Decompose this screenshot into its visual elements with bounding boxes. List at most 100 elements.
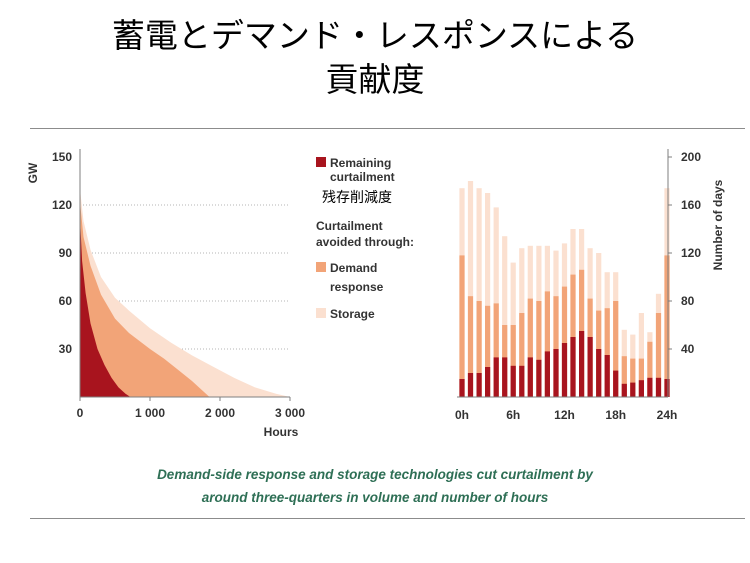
legend-label-demand: Demand response xyxy=(330,261,384,294)
left-x-tick-label: 3 000 xyxy=(275,406,305,420)
bar-demand-response xyxy=(621,356,627,397)
legend-label-remaining-ja: 残存削減度 xyxy=(322,189,392,206)
bar-remaining-curtailment xyxy=(536,359,542,397)
bar-demand-response xyxy=(647,341,653,397)
bar-demand-response xyxy=(604,308,610,397)
left-x-tick-label: 2 000 xyxy=(205,406,235,420)
right-axes: 40 80 120 160 200 0h 6h 12h 18h 24h xyxy=(455,149,701,422)
bar-demand-response xyxy=(493,303,499,397)
bar-remaining-curtailment xyxy=(621,383,627,397)
bar-demand-response xyxy=(467,296,474,397)
left-area-chart xyxy=(80,189,290,397)
left-y-tick-label: 90 xyxy=(59,246,73,260)
bar-remaining-curtailment xyxy=(510,365,516,397)
bar-remaining-curtailment xyxy=(519,365,525,397)
bar-demand-response xyxy=(459,255,465,397)
caption-line-2: around three-quarters in volume and numb… xyxy=(201,490,549,505)
right-y-axis-label: Number of days xyxy=(711,179,725,270)
bar-demand-response xyxy=(553,296,559,397)
right-x-tick-label: 24h xyxy=(657,408,678,422)
bar-demand-response xyxy=(570,274,576,397)
bar-remaining-curtailment xyxy=(604,355,610,397)
left-x-axis-label: Hours xyxy=(264,425,299,439)
bar-storage xyxy=(493,207,499,397)
page-title: 蓄電とデマンド・レスポンスによる 貢献度 xyxy=(0,14,750,102)
bar-demand-response xyxy=(510,325,516,397)
legend-swatch-remaining xyxy=(316,157,326,167)
chart-panel: 30 60 90 120 150 0 1 000 2 000 3 000 GW Hours Re… xyxy=(26,149,725,439)
bar-remaining-curtailment xyxy=(502,357,508,397)
bar-demand-response xyxy=(630,358,636,397)
bar-remaining-curtailment xyxy=(527,357,533,397)
bar-remaining-curtailment xyxy=(459,379,465,397)
left-x-tick-label: 1 000 xyxy=(135,406,165,420)
left-y-tick-label: 30 xyxy=(59,342,73,356)
bar-demand-response xyxy=(519,313,525,397)
bar-remaining-curtailment xyxy=(587,337,593,397)
caption-line-1: Demand-side response and storage technol… xyxy=(157,467,593,482)
legend-heading: Curtailment avoided through: xyxy=(316,219,414,249)
bar-storage xyxy=(638,313,644,397)
chart-caption: Demand-side response and storage technol… xyxy=(70,463,680,509)
bar-demand-response xyxy=(638,358,644,397)
right-x-tick-label: 12h xyxy=(554,408,575,422)
bar-remaining-curtailment xyxy=(485,367,491,397)
bar-remaining-curtailment xyxy=(467,373,474,397)
left-x-tick-label: 0 xyxy=(77,406,84,420)
right-y-tick-label: 200 xyxy=(681,150,701,164)
legend-ja-backdrop xyxy=(320,187,417,205)
area-remaining-curtailment xyxy=(80,217,131,397)
bar-demand-response xyxy=(536,301,542,397)
legend-swatch-storage xyxy=(316,308,326,318)
legend-label-storage: Storage xyxy=(330,307,375,321)
bar-remaining-curtailment xyxy=(476,373,482,397)
right-y-tick-label: 160 xyxy=(681,198,701,212)
bar-remaining-curtailment xyxy=(664,379,670,397)
bar-demand-response xyxy=(613,301,619,397)
left-gridlines xyxy=(80,204,290,350)
left-y-axis-label: GW xyxy=(26,162,40,183)
bar-remaining-curtailment xyxy=(570,337,576,397)
bar-demand-response xyxy=(664,255,670,397)
bar-storage xyxy=(485,193,491,397)
bar-remaining-curtailment xyxy=(553,349,559,397)
right-x-tick-label: 6h xyxy=(506,408,520,422)
bar-storage xyxy=(502,236,508,397)
left-axes: 30 60 90 120 150 0 1 000 2 000 3 000 xyxy=(52,149,305,420)
bar-storage xyxy=(476,188,482,397)
bar-remaining-curtailment xyxy=(493,357,499,397)
bar-remaining-curtailment xyxy=(638,380,644,397)
bar-remaining-curtailment xyxy=(647,377,653,397)
right-y-tick-label: 80 xyxy=(681,294,695,308)
bar-remaining-curtailment xyxy=(561,343,568,397)
legend-label-remaining: Remaining curtailment xyxy=(330,156,395,184)
bar-demand-response xyxy=(561,286,568,397)
top-divider xyxy=(30,128,745,129)
bar-remaining-curtailment xyxy=(613,370,619,397)
right-y-tick-label: 40 xyxy=(681,342,695,356)
legend: Remaining curtailment 残存削減度 Curtailment … xyxy=(316,156,417,321)
bar-demand-response xyxy=(655,313,662,397)
bar-demand-response xyxy=(544,291,550,397)
left-y-tick-label: 120 xyxy=(52,198,72,212)
right-bar-chart xyxy=(459,181,670,397)
left-y-tick-label: 60 xyxy=(59,294,73,308)
title-line-1: 蓄電とデマンド・レスポンスによる xyxy=(111,16,639,55)
bottom-divider xyxy=(30,518,745,519)
bar-remaining-curtailment xyxy=(544,351,550,397)
bar-remaining-curtailment xyxy=(655,377,662,397)
bar-remaining-curtailment xyxy=(579,331,585,397)
right-y-tick-label: 120 xyxy=(681,246,701,260)
title-line-2: 貢献度 xyxy=(325,60,425,99)
left-y-tick-label: 150 xyxy=(52,150,72,164)
bar-remaining-curtailment xyxy=(596,349,602,397)
right-x-tick-label: 18h xyxy=(605,408,626,422)
right-x-tick-label: 0h xyxy=(455,408,469,422)
area-demand-response xyxy=(80,201,210,397)
legend-swatch-demand xyxy=(316,262,326,272)
bar-demand-response xyxy=(485,305,491,397)
bar-remaining-curtailment xyxy=(630,382,636,397)
bar-demand-response xyxy=(476,301,482,397)
bar-storage xyxy=(467,181,474,397)
bar-demand-response xyxy=(527,298,533,397)
